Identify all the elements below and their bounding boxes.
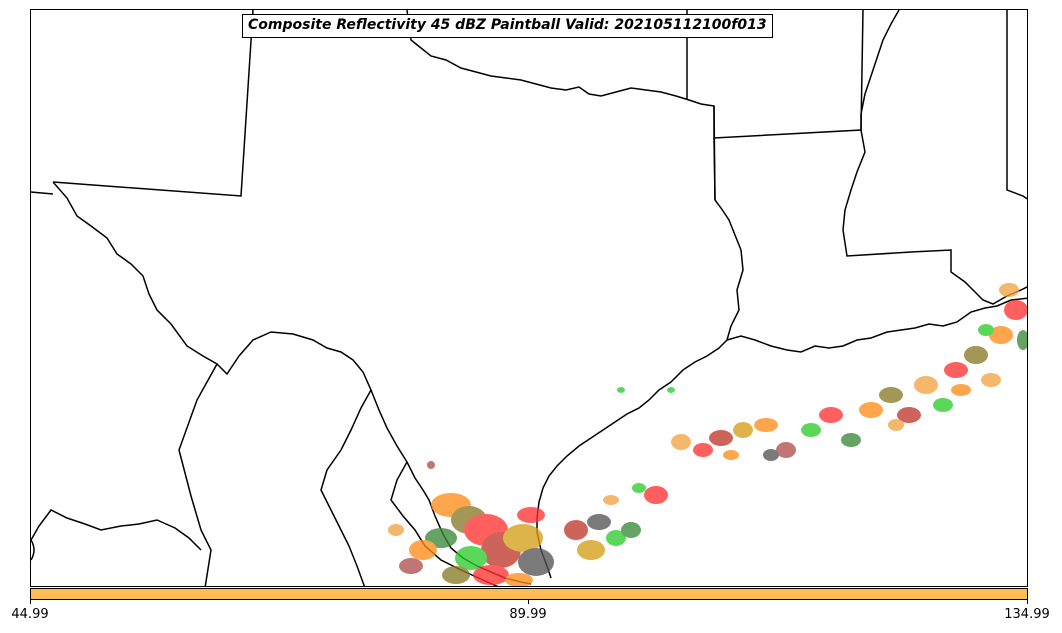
- louisiana-coast: [726, 297, 1027, 353]
- storm-cell: [897, 407, 921, 423]
- state-boundaries: [31, 10, 1027, 586]
- storm-cell: [914, 376, 938, 394]
- arkansas-louisiana-boundary: [713, 129, 1027, 305]
- colorbar-tick: [30, 600, 31, 604]
- storm-cell: [841, 433, 861, 447]
- storm-cell: [644, 486, 668, 504]
- storm-cell: [606, 530, 626, 546]
- storm-cell: [1017, 330, 1027, 350]
- storm-cell: [999, 283, 1019, 297]
- storm-cell: [564, 520, 588, 540]
- storm-cell: [671, 434, 691, 450]
- colorbar-tick: [528, 600, 529, 604]
- storm-cell: [603, 495, 619, 505]
- storm-cell: [933, 398, 953, 412]
- storm-cell: [425, 528, 457, 548]
- storm-cell: [587, 514, 611, 530]
- storm-cell: [473, 565, 509, 585]
- storm-cell: [1004, 300, 1027, 320]
- storm-cell: [388, 524, 404, 536]
- colorbar-tick: [1027, 600, 1028, 604]
- storm-cell: [859, 402, 883, 418]
- mississippi-river-boundary: [860, 10, 1027, 200]
- storm-cell: [709, 430, 733, 446]
- storm-cell: [503, 524, 543, 552]
- storm-cell: [693, 443, 713, 457]
- storm-cell: [733, 422, 753, 438]
- storm-cell: [978, 324, 994, 336]
- map-svg: [31, 10, 1027, 586]
- storm-cell: [723, 450, 739, 460]
- map-panel: Composite Reflectivity 45 dBZ Paintball …: [30, 9, 1028, 587]
- baja-boundary: [31, 539, 35, 561]
- colorbar: [30, 588, 1028, 600]
- storm-cell: [617, 387, 625, 393]
- colorbar-tick-label-mid: 89.99: [509, 607, 547, 622]
- storm-cell: [517, 507, 545, 523]
- texas-boundary: [52, 10, 744, 585]
- storm-cell: [505, 573, 533, 586]
- colorbar-tick-label-min: 44.99: [11, 607, 49, 622]
- storm-cell: [442, 566, 470, 584]
- storm-cell: [888, 419, 904, 431]
- storm-cell: [776, 442, 796, 458]
- storm-cell: [763, 449, 779, 461]
- storm-cell: [944, 362, 968, 378]
- storm-cell: [667, 387, 675, 393]
- storm-cell: [879, 387, 903, 403]
- map-title: Composite Reflectivity 45 dBZ Paintball …: [242, 14, 773, 38]
- storm-cell: [981, 373, 1001, 387]
- storm-cell: [577, 540, 605, 560]
- storm-cell: [964, 346, 988, 364]
- storm-cell: [754, 418, 778, 432]
- storm-cell: [399, 558, 423, 574]
- storm-cell: [409, 540, 437, 560]
- storm-cell: [951, 384, 971, 396]
- storm-cell: [801, 423, 821, 437]
- storm-cell: [427, 461, 435, 469]
- storm-cell: [819, 407, 843, 423]
- paintball-reflectivity: [388, 283, 1027, 586]
- mexico-state-boundaries: [31, 363, 499, 586]
- storm-cell: [621, 522, 641, 538]
- storm-cell: [518, 548, 554, 576]
- storm-cell: [989, 326, 1013, 344]
- colorbar-tick-label-max: 134.99: [1004, 607, 1050, 622]
- storm-cell: [632, 483, 646, 493]
- storm-cell: [455, 546, 487, 570]
